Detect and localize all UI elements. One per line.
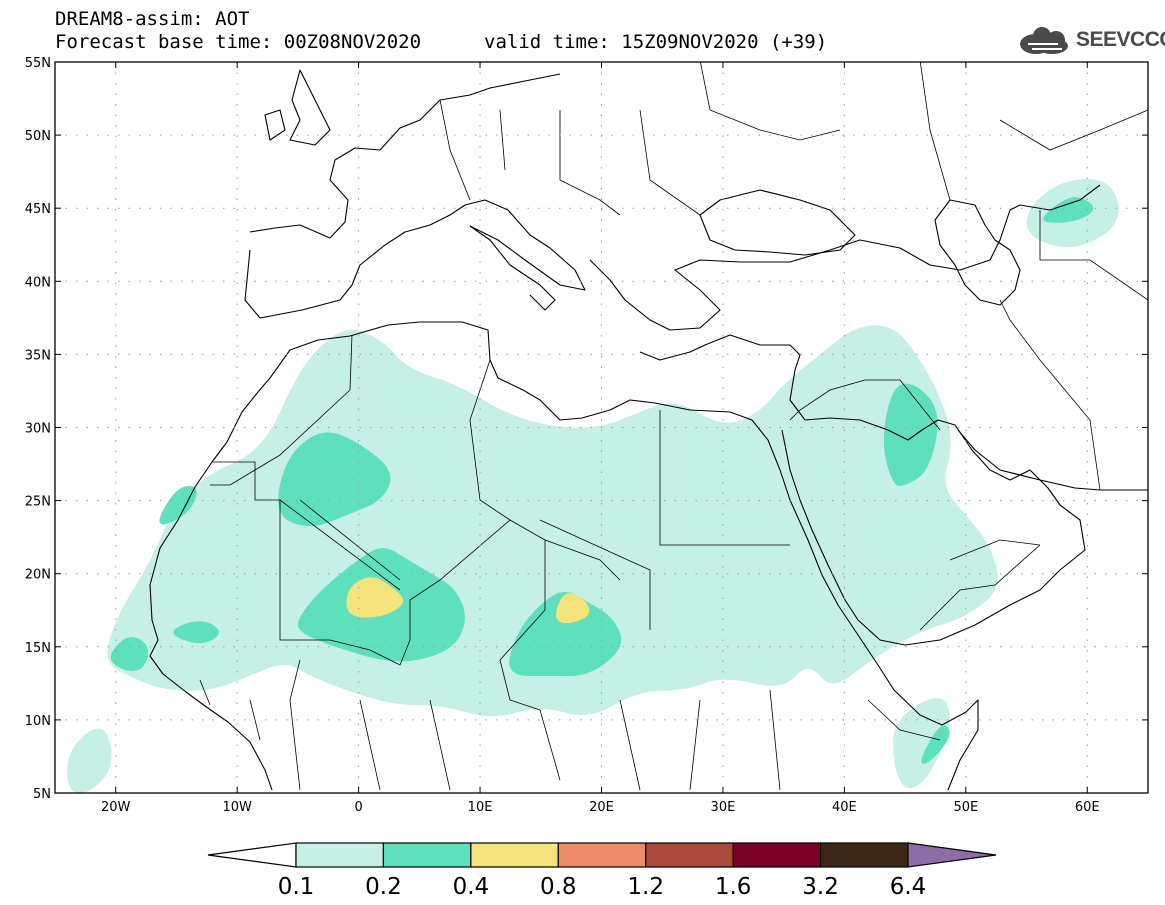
levant-coastline (639, 334, 801, 371)
aot-region-0.2-0.4 (509, 591, 622, 676)
lat-label: 55N (25, 56, 51, 71)
colorbar-label: 0.1 (278, 874, 315, 900)
colorbar-bin (819, 842, 909, 868)
cloud-icon (1020, 27, 1068, 54)
aot-region-0.2-0.4 (278, 432, 391, 527)
caspian-coastline (934, 199, 1021, 306)
lat-label: 5N (33, 787, 51, 802)
lat-label: 45N (25, 202, 51, 217)
colorbar-label: 0.4 (453, 874, 490, 900)
africa-coastline (149, 321, 979, 791)
aot-region-0.2-0.4 (883, 383, 938, 486)
colorbar-bin (557, 842, 647, 868)
colorbar-label: 3.2 (802, 874, 839, 900)
lon-label: 0 (354, 800, 362, 815)
colorbar-label: 6.4 (890, 874, 927, 900)
colorbar-bin (295, 842, 385, 868)
lon-label: 30E (711, 800, 736, 815)
axis-ticks (55, 61, 1148, 794)
aot-region-0.4-0.8 (346, 577, 404, 618)
coastlines (149, 69, 1148, 791)
map-title: DREAM8-assim: AOT (55, 8, 250, 30)
black-sea-coastline (699, 189, 856, 256)
valid-time: valid time: 15Z09NOV2020 (+39) (484, 31, 828, 53)
longitude-labels: 20W 10W 0 10E 20E 30E 40E 50E 60E (101, 800, 1100, 815)
country-borders (199, 62, 1148, 791)
lat-lon-grid (55, 62, 1148, 793)
lon-label: 20E (589, 800, 614, 815)
aot-region-0.2-0.4 (921, 725, 950, 764)
lat-label: 30N (25, 422, 51, 437)
lat-label: 50N (25, 129, 51, 144)
colorbar-label: 0.2 (365, 874, 402, 900)
colorbar-bin (470, 842, 559, 868)
lat-label: 25N (25, 495, 51, 510)
lon-label: 10E (468, 800, 493, 815)
colorbar-labels: 0.1 0.2 0.4 0.8 1.2 1.6 3.2 6.4 (278, 874, 927, 900)
colorbar-bin (645, 842, 734, 868)
colorbar-label: 0.8 (540, 874, 577, 900)
aot-region-0.2-0.4 (1043, 197, 1094, 223)
colorbar-over-triangle (907, 842, 997, 868)
europe-coastline (244, 73, 1101, 331)
colorbar-label: 1.6 (715, 874, 752, 900)
aot-region-0.1-0.2 (893, 698, 950, 789)
colorbar-bin (732, 842, 822, 868)
uk-coastline (264, 69, 331, 146)
lon-label: 20W (101, 800, 131, 815)
lon-label: 50E (953, 800, 978, 815)
colorbar (207, 842, 997, 868)
lon-label: 40E (832, 800, 857, 815)
border-lines (199, 62, 1148, 791)
lat-label: 15N (25, 641, 51, 656)
aot-region-0.2-0.4 (159, 486, 197, 525)
aot-region-0.4-0.8 (555, 593, 590, 624)
aot-region-0.2-0.4 (110, 637, 149, 672)
forecast-base-time: Forecast base time: 00Z08NOV2020 (55, 31, 422, 53)
lat-label: 20N (25, 568, 51, 583)
lon-label: 10W (222, 800, 252, 815)
colorbar-bin (382, 842, 472, 868)
colorbar-under-triangle (207, 842, 297, 868)
lat-label: 35N (25, 348, 51, 363)
arabia-coastline (781, 369, 1086, 646)
aot-region-0.1-0.2 (67, 728, 112, 793)
latitude-labels: 55N 50N 45N 40N 35N 30N 25N 20N 15N 10N 5N (25, 56, 51, 802)
italy-coastline (469, 225, 556, 311)
aot-field (67, 179, 1119, 793)
lat-label: 10N (25, 714, 51, 729)
lon-label: 60E (1075, 800, 1100, 815)
logo-text: SEEVCCC (1076, 28, 1165, 51)
aot-region-0.2-0.4 (173, 621, 219, 644)
colorbar-label: 1.2 (627, 874, 664, 900)
lat-label: 40N (25, 275, 51, 290)
